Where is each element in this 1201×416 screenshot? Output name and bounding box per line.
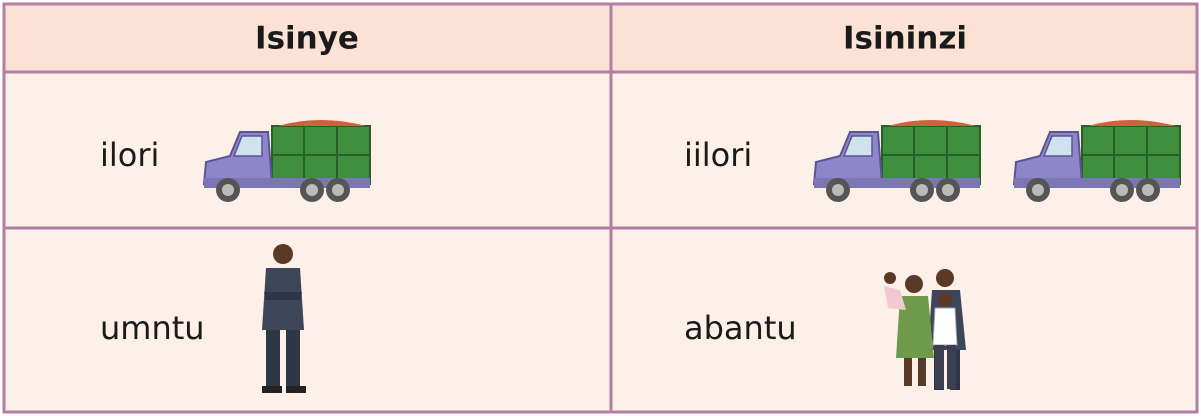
- family-illustration: [884, 269, 966, 390]
- table-cell: abantu: [684, 309, 797, 347]
- header-background: [4, 4, 1197, 72]
- man-illustration: [262, 244, 306, 393]
- table-cell: ilori: [100, 136, 159, 174]
- header-cell: Isinye: [255, 21, 359, 57]
- table-cell: iilori: [684, 136, 752, 174]
- table-cell: umntu: [100, 309, 205, 347]
- header-cell: Isininzi: [843, 21, 967, 57]
